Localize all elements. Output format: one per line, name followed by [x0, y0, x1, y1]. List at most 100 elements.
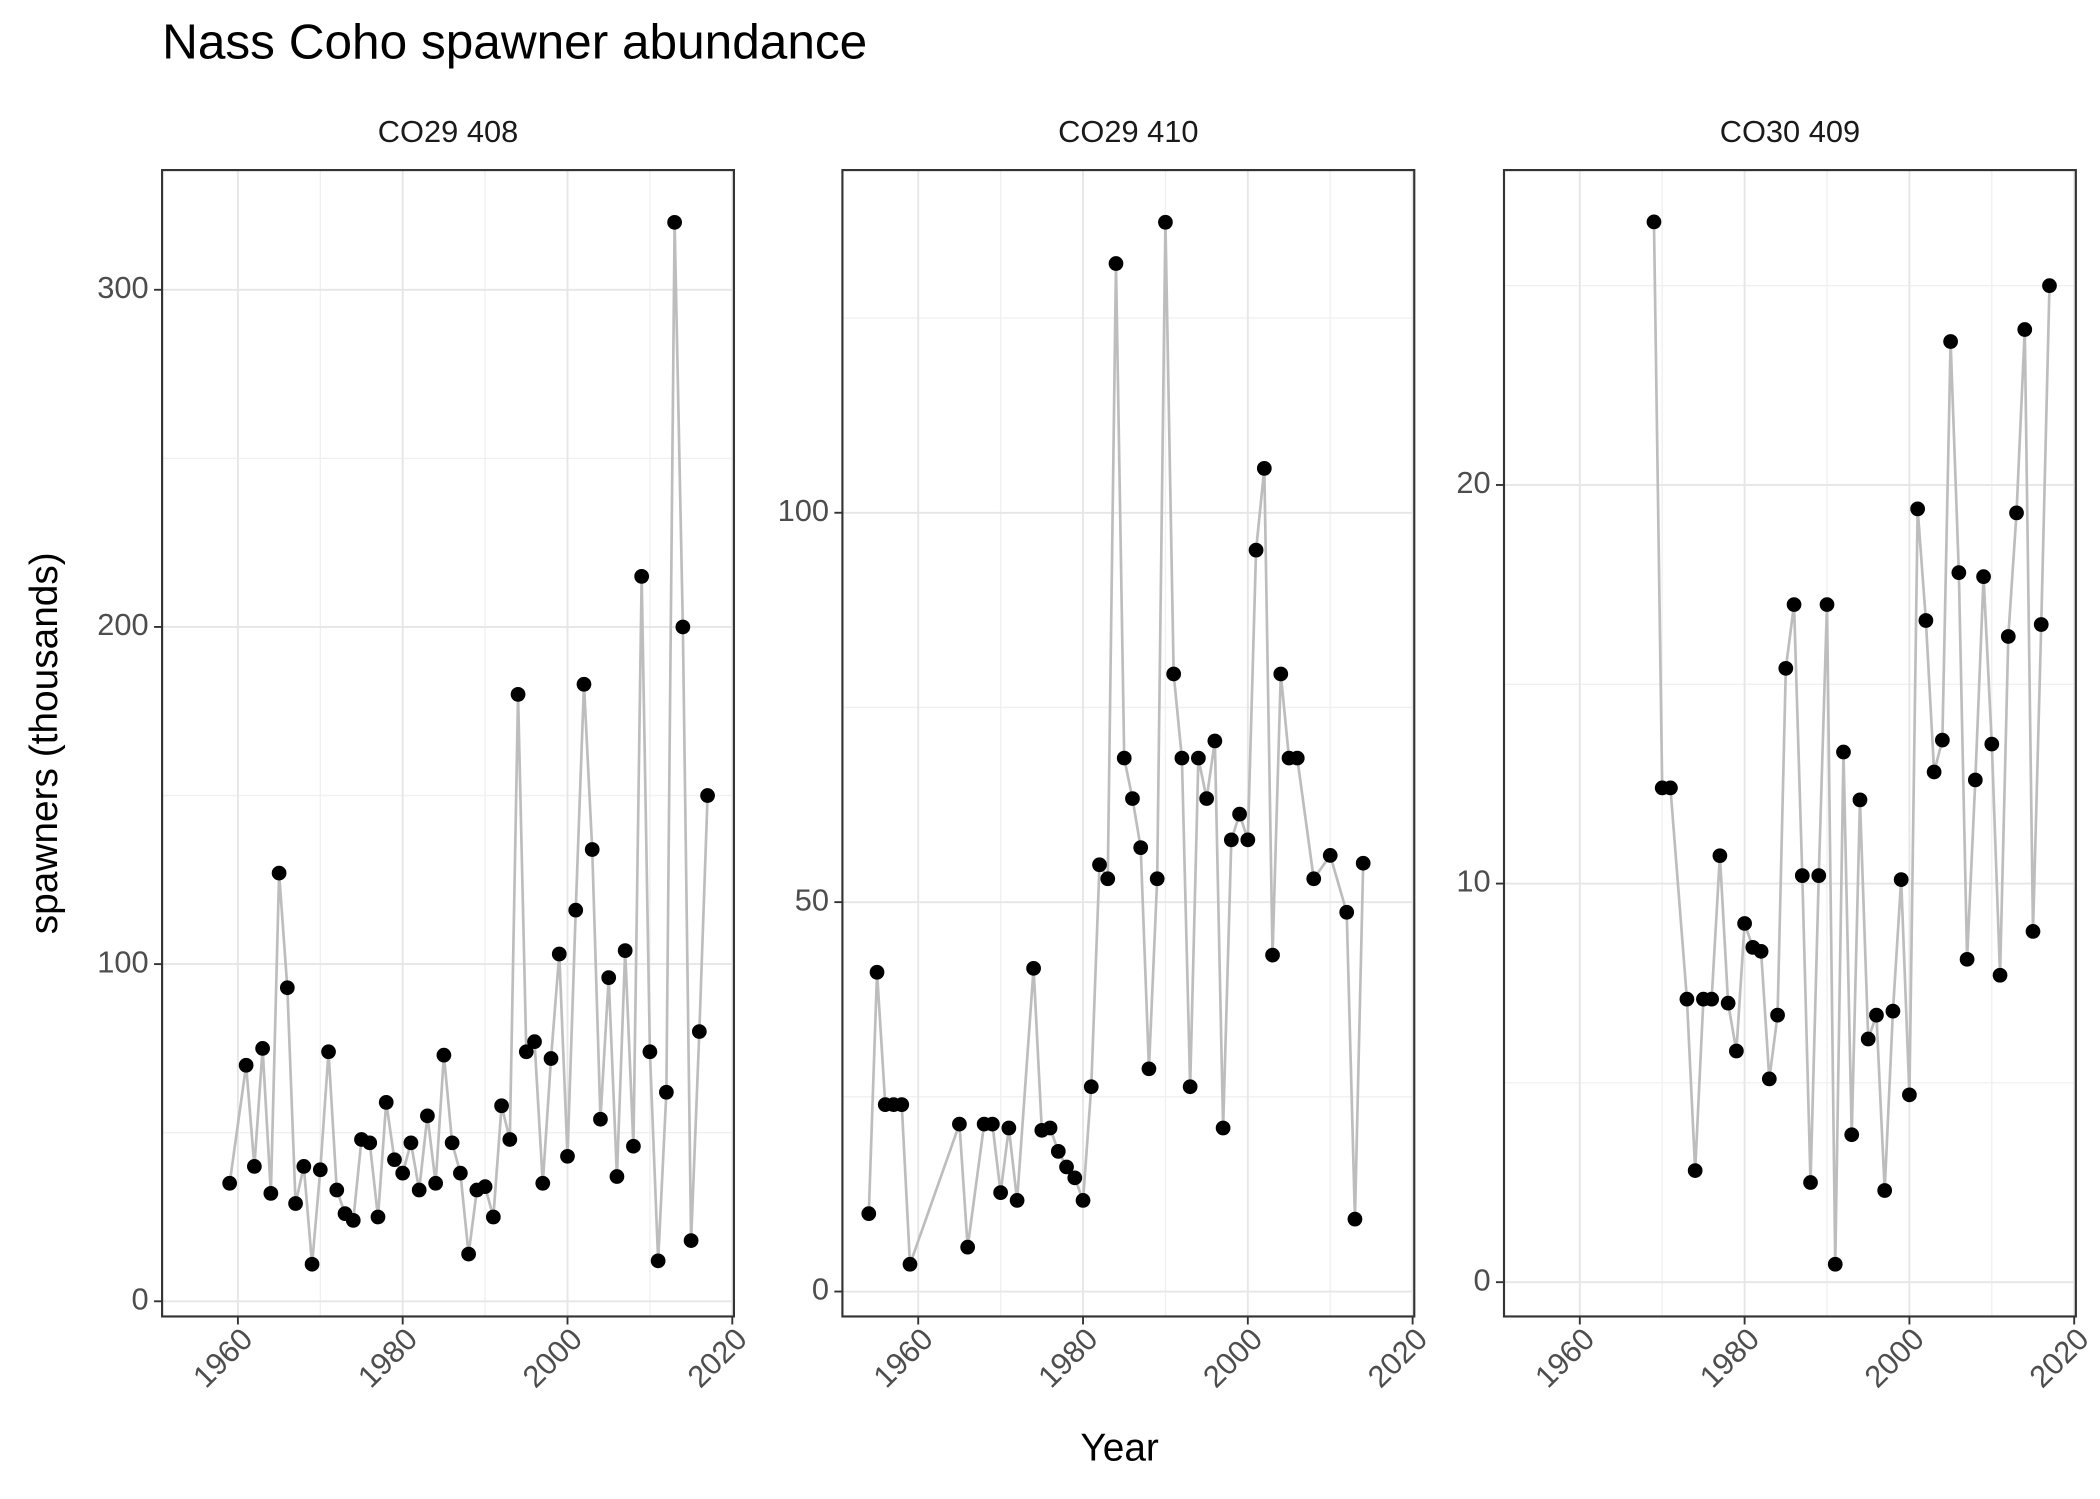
y-tick-label: 100	[778, 493, 829, 528]
data-point	[1199, 791, 1214, 806]
data-point	[1902, 1087, 1917, 1103]
data-point	[593, 1111, 608, 1127]
data-point	[1753, 943, 1769, 959]
data-point	[395, 1165, 411, 1181]
data-point	[1712, 848, 1728, 864]
data-point	[1050, 1143, 1066, 1159]
data-point	[453, 1165, 468, 1181]
data-point	[1042, 1120, 1058, 1136]
data-point	[1240, 832, 1256, 848]
data-point	[411, 1182, 427, 1198]
data-point	[1967, 772, 1983, 788]
data-point	[1256, 460, 1272, 476]
data-point	[1943, 334, 1958, 349]
data-point	[985, 1116, 1000, 1132]
data-point	[485, 1209, 501, 1225]
data-point	[444, 1135, 460, 1151]
y-tick-label: 200	[97, 607, 148, 642]
data-point	[279, 980, 295, 996]
data-point	[1232, 806, 1247, 822]
data-point	[321, 1044, 336, 1060]
data-point	[527, 1034, 542, 1050]
data-point	[2009, 505, 2024, 521]
chart-title: Nass Coho spawner abundance	[162, 14, 867, 70]
data-point	[1704, 991, 1720, 1007]
data-point	[304, 1256, 320, 1272]
data-point	[1959, 951, 1975, 967]
data-point	[993, 1185, 1008, 1201]
data-point	[1885, 1003, 1901, 1019]
panel-border	[161, 169, 736, 1318]
data-point	[1223, 832, 1239, 848]
data-point	[1083, 1079, 1099, 1095]
data-point	[461, 1246, 476, 1262]
data-point	[1827, 1256, 1843, 1272]
data-point	[609, 1169, 625, 1184]
data-point	[700, 788, 715, 803]
data-point	[568, 902, 584, 918]
data-point	[1166, 666, 1182, 682]
data-point	[403, 1135, 419, 1151]
data-point	[1728, 1043, 1744, 1059]
y-tick-label: 0	[1473, 1262, 1490, 1297]
data-point	[1248, 542, 1264, 558]
data-point	[518, 1044, 534, 1060]
data-point	[1158, 214, 1173, 230]
data-point	[1067, 1170, 1083, 1186]
data-point	[659, 1084, 674, 1100]
data-point	[1852, 792, 1868, 808]
data-point	[861, 1206, 877, 1222]
data-point	[601, 970, 617, 985]
data-point	[1059, 1159, 1074, 1175]
data-point	[238, 1057, 254, 1073]
data-point	[1289, 750, 1305, 766]
data-point	[1215, 1120, 1231, 1136]
data-point	[1869, 1007, 1884, 1023]
series-line	[228, 222, 709, 1265]
data-point	[1001, 1120, 1017, 1136]
data-point	[420, 1108, 435, 1124]
data-point	[1794, 868, 1810, 883]
data-point	[642, 1044, 658, 1060]
data-point	[436, 1047, 452, 1063]
data-point	[1803, 1175, 1818, 1190]
data-point	[1720, 995, 1736, 1011]
y-tick-label: 0	[132, 1281, 149, 1316]
data-point	[543, 1051, 559, 1066]
data-point	[1836, 744, 1851, 760]
data-point	[2033, 617, 2049, 632]
data-point	[1125, 791, 1140, 806]
data-point	[576, 676, 592, 692]
data-point	[362, 1135, 378, 1151]
y-tick-label: 100	[97, 944, 148, 979]
data-point	[510, 687, 526, 702]
data-point	[1646, 214, 1662, 230]
data-point	[1026, 960, 1041, 976]
data-point	[502, 1132, 518, 1147]
data-point	[626, 1138, 641, 1154]
data-point	[263, 1186, 279, 1201]
data-point	[634, 569, 650, 584]
data-point	[1322, 848, 1338, 863]
data-point	[1663, 780, 1678, 796]
data-point	[1182, 1079, 1198, 1095]
data-point	[271, 865, 287, 881]
data-point	[584, 842, 600, 857]
data-point	[675, 619, 691, 635]
data-point	[1009, 1193, 1025, 1208]
data-point	[1339, 904, 1355, 920]
data-point	[1893, 872, 1909, 887]
y-tick-label: 0	[812, 1272, 829, 1307]
data-point	[2025, 924, 2041, 939]
data-point	[869, 964, 885, 980]
panel-border	[841, 169, 1416, 1318]
panel-border	[1502, 169, 2077, 1318]
data-point	[329, 1182, 345, 1198]
data-point	[1918, 613, 1934, 628]
data-point	[2017, 322, 2033, 337]
data-point	[1207, 733, 1223, 749]
data-point	[1191, 750, 1206, 766]
data-point	[1819, 597, 1835, 612]
